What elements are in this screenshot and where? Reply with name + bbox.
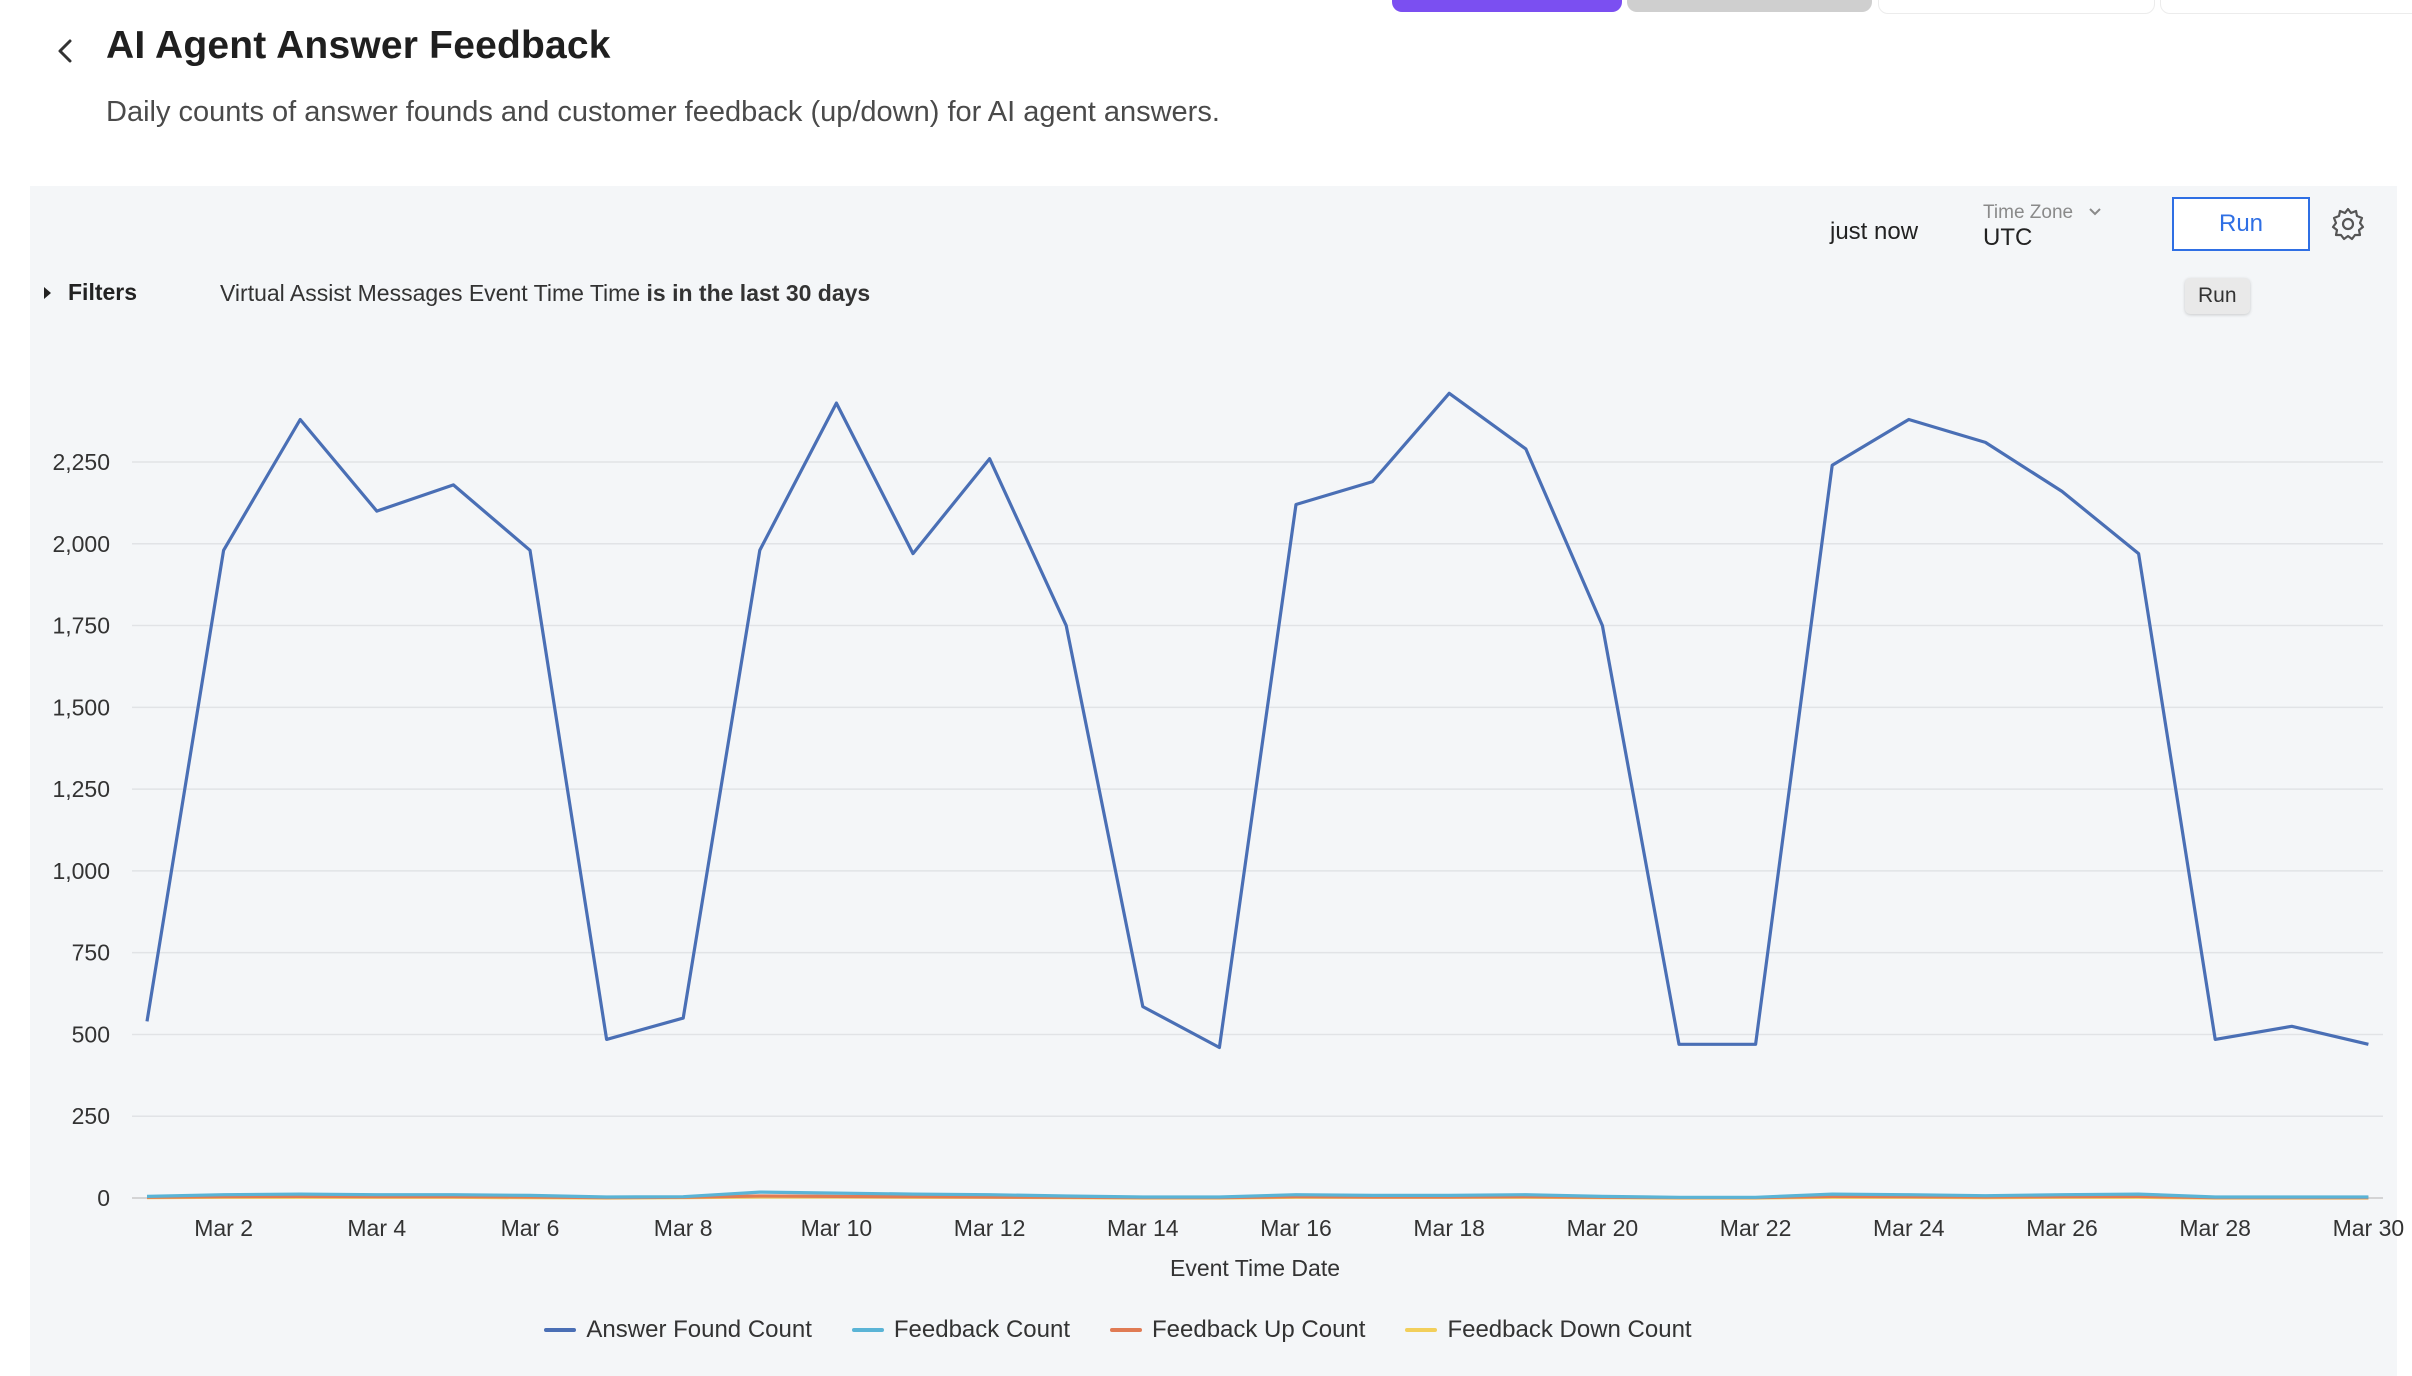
chart-gridlines (132, 461, 2383, 1199)
chart-panel (30, 186, 2397, 1376)
y-tick-label: 1,000 (52, 858, 110, 884)
legend-item[interactable]: Answer Found Count (544, 1316, 812, 1344)
x-tick-label: Mar 8 (654, 1215, 713, 1241)
gear-icon[interactable] (2330, 206, 2366, 242)
x-tick-label: Mar 6 (501, 1215, 560, 1241)
run-tooltip: Run (2185, 278, 2250, 314)
top-tab-third[interactable] (1878, 0, 2155, 14)
legend-label: Feedback Down Count (1447, 1316, 1692, 1343)
page-title: AI Agent Answer Feedback (106, 24, 611, 67)
legend-item[interactable]: Feedback Down Count (1405, 1316, 1692, 1344)
y-tick-label: 250 (72, 1103, 110, 1129)
legend-item[interactable]: Feedback Up Count (1109, 1316, 1366, 1344)
top-tab-primary[interactable] (1392, 0, 1622, 12)
y-tick-label: 500 (72, 1021, 110, 1047)
x-tick-label: Mar 24 (1873, 1215, 1945, 1241)
legend-swatch (851, 1328, 884, 1332)
legend-swatch (544, 1328, 577, 1332)
timezone-value[interactable]: UTC (1983, 224, 2033, 251)
filters-label: Filters (68, 279, 138, 305)
page-subtitle: Daily counts of answer founds and custom… (106, 96, 1220, 128)
x-tick-label: Mar 18 (1413, 1215, 1485, 1241)
x-axis-label: Event Time Date (1170, 1255, 1340, 1281)
top-tab-fourth[interactable] (2160, 0, 2412, 14)
y-tick-label: 2,000 (52, 531, 110, 557)
chevron-down-icon[interactable] (2087, 205, 2103, 219)
y-tick-label: 750 (72, 940, 110, 966)
x-tick-label: Mar 22 (1720, 1215, 1792, 1241)
legend-item[interactable]: Feedback Count (851, 1316, 1070, 1344)
y-tick-label: 0 (97, 1185, 110, 1211)
chevron-left-icon (58, 39, 72, 63)
caret-right-icon (44, 286, 51, 299)
x-tick-label: Mar 20 (1567, 1215, 1639, 1241)
filter-condition: is in the last 30 days (646, 280, 871, 306)
x-tick-label: Mar 30 (2333, 1215, 2405, 1241)
series-line-answer-found-count[interactable] (145, 391, 2369, 1050)
legend-swatch (1405, 1328, 1438, 1332)
series-line-feedback-count[interactable] (146, 1190, 2369, 1199)
back-button[interactable] (48, 34, 82, 68)
legend-label: Answer Found Count (586, 1316, 812, 1343)
filter-description: Virtual Assist Messages Event Time Time … (220, 280, 870, 307)
y-tick-label: 1,750 (52, 613, 110, 639)
chart-series (145, 391, 2369, 1200)
x-tick-label: Mar 14 (1107, 1215, 1179, 1241)
last-run-text: just now (1830, 218, 1919, 245)
y-tick-label: 2,250 (52, 449, 110, 475)
x-tick-label: Mar 16 (1260, 1215, 1332, 1241)
x-axis-ticks: Mar 2 Mar 4 Mar 6 Mar 8 Mar 10 Mar 12 Mar 14 Ma… (194, 1215, 2404, 1241)
y-tick-label: 1,250 (52, 776, 110, 802)
filter-field: Virtual Assist Messages Event Time Time (220, 280, 641, 306)
x-tick-label: Mar 4 (347, 1215, 406, 1241)
y-axis-ticks: 0 250 500 750 1,000 1,250 1,500 1,750 2,000 2,250 (52, 449, 110, 1211)
y-tick-label: 1,500 (52, 694, 110, 720)
x-tick-label: Mar 2 (194, 1215, 253, 1241)
run-button[interactable]: Run (2172, 197, 2310, 251)
x-tick-label: Mar 26 (2026, 1215, 2098, 1241)
x-tick-label: Mar 12 (954, 1215, 1026, 1241)
legend-label: Feedback Count (893, 1316, 1070, 1343)
timezone-label[interactable]: Time Zone (1983, 202, 2074, 223)
legend-label: Feedback Up Count (1151, 1316, 1366, 1343)
chart-legend: Answer Found Count Feedback Count Feedback… (0, 1316, 2412, 1344)
x-tick-label: Mar 28 (2179, 1215, 2251, 1241)
legend-swatch (1109, 1328, 1142, 1332)
top-tab-secondary[interactable] (1627, 0, 1872, 12)
filters-toggle[interactable]: Filters (40, 279, 137, 306)
x-tick-label: Mar 10 (801, 1215, 873, 1241)
